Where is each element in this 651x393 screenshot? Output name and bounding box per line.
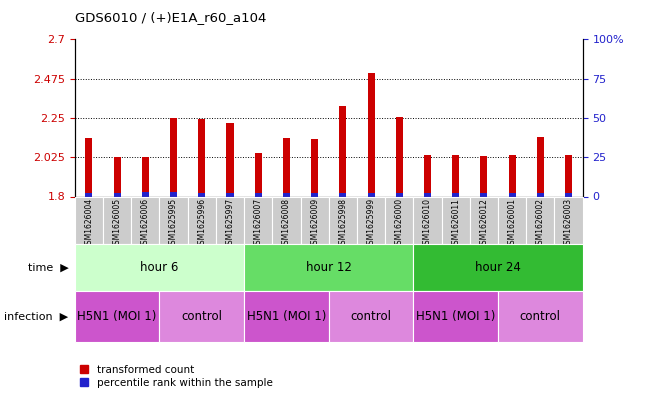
Bar <box>114 157 120 196</box>
Bar <box>311 193 318 196</box>
Text: GSM1626006: GSM1626006 <box>141 198 150 249</box>
FancyBboxPatch shape <box>75 196 103 244</box>
FancyBboxPatch shape <box>413 196 441 244</box>
Bar <box>255 193 262 196</box>
Text: GSM1625996: GSM1625996 <box>197 198 206 249</box>
Text: GSM1626011: GSM1626011 <box>451 198 460 249</box>
Bar <box>368 73 374 196</box>
Bar <box>283 138 290 196</box>
FancyBboxPatch shape <box>526 196 555 244</box>
FancyBboxPatch shape <box>413 291 498 342</box>
Bar <box>452 156 459 196</box>
Bar <box>339 106 346 196</box>
Bar <box>199 193 205 196</box>
FancyBboxPatch shape <box>498 196 526 244</box>
Bar <box>227 123 234 196</box>
FancyBboxPatch shape <box>329 291 413 342</box>
Text: GSM1625995: GSM1625995 <box>169 198 178 249</box>
Bar <box>283 193 290 196</box>
Text: control: control <box>351 310 391 323</box>
FancyBboxPatch shape <box>244 291 329 342</box>
FancyBboxPatch shape <box>385 196 413 244</box>
Bar <box>311 139 318 196</box>
FancyBboxPatch shape <box>555 196 583 244</box>
FancyBboxPatch shape <box>159 196 187 244</box>
Bar <box>508 193 516 196</box>
FancyBboxPatch shape <box>132 196 159 244</box>
Bar <box>424 156 431 196</box>
Bar <box>142 157 149 196</box>
Bar <box>199 119 205 196</box>
Bar <box>396 193 403 196</box>
Legend: transformed count, percentile rank within the sample: transformed count, percentile rank withi… <box>80 365 273 388</box>
Bar <box>114 193 120 196</box>
Bar <box>142 192 149 196</box>
FancyBboxPatch shape <box>413 244 583 291</box>
Bar <box>85 193 92 196</box>
Text: GSM1626002: GSM1626002 <box>536 198 545 249</box>
Text: GSM1625998: GSM1625998 <box>339 198 348 249</box>
Text: GSM1626009: GSM1626009 <box>310 198 319 249</box>
FancyBboxPatch shape <box>272 196 301 244</box>
Text: GSM1625997: GSM1625997 <box>225 198 234 249</box>
Bar <box>368 193 374 196</box>
FancyBboxPatch shape <box>498 291 583 342</box>
Text: control: control <box>520 310 561 323</box>
FancyBboxPatch shape <box>103 196 132 244</box>
FancyBboxPatch shape <box>159 291 244 342</box>
FancyBboxPatch shape <box>357 196 385 244</box>
Text: GSM1626004: GSM1626004 <box>85 198 94 249</box>
Text: H5N1 (MOI 1): H5N1 (MOI 1) <box>416 310 495 323</box>
Bar <box>85 138 92 196</box>
FancyBboxPatch shape <box>75 291 159 342</box>
Bar <box>255 153 262 196</box>
Text: hour 12: hour 12 <box>306 261 352 274</box>
Bar <box>396 117 403 196</box>
Text: GSM1626007: GSM1626007 <box>254 198 263 249</box>
Text: GSM1626012: GSM1626012 <box>479 198 488 249</box>
Bar <box>170 118 177 196</box>
Bar <box>452 193 459 196</box>
Text: GSM1626003: GSM1626003 <box>564 198 573 249</box>
Text: control: control <box>182 310 222 323</box>
Text: infection  ▶: infection ▶ <box>4 311 68 321</box>
Text: H5N1 (MOI 1): H5N1 (MOI 1) <box>247 310 326 323</box>
Text: hour 24: hour 24 <box>475 261 521 274</box>
Bar <box>424 193 431 196</box>
Text: GSM1626005: GSM1626005 <box>113 198 122 249</box>
FancyBboxPatch shape <box>244 244 413 291</box>
FancyBboxPatch shape <box>470 196 498 244</box>
Text: GSM1626000: GSM1626000 <box>395 198 404 249</box>
Bar <box>170 192 177 196</box>
Bar <box>227 193 234 196</box>
FancyBboxPatch shape <box>75 244 244 291</box>
FancyBboxPatch shape <box>216 196 244 244</box>
Bar <box>565 156 572 196</box>
Bar <box>480 193 488 196</box>
Bar <box>537 137 544 196</box>
FancyBboxPatch shape <box>329 196 357 244</box>
Bar <box>339 193 346 196</box>
FancyBboxPatch shape <box>244 196 272 244</box>
Text: GSM1626001: GSM1626001 <box>508 198 517 249</box>
Text: GSM1625999: GSM1625999 <box>367 198 376 249</box>
Bar <box>480 156 488 196</box>
Text: time  ▶: time ▶ <box>27 262 68 272</box>
Bar <box>537 193 544 196</box>
FancyBboxPatch shape <box>301 196 329 244</box>
Text: H5N1 (MOI 1): H5N1 (MOI 1) <box>77 310 157 323</box>
Text: GDS6010 / (+)E1A_r60_a104: GDS6010 / (+)E1A_r60_a104 <box>75 11 266 24</box>
Text: GSM1626008: GSM1626008 <box>282 198 291 249</box>
Bar <box>565 193 572 196</box>
FancyBboxPatch shape <box>187 196 216 244</box>
Text: GSM1626010: GSM1626010 <box>423 198 432 249</box>
Bar <box>508 156 516 196</box>
Text: hour 6: hour 6 <box>141 261 178 274</box>
FancyBboxPatch shape <box>441 196 470 244</box>
